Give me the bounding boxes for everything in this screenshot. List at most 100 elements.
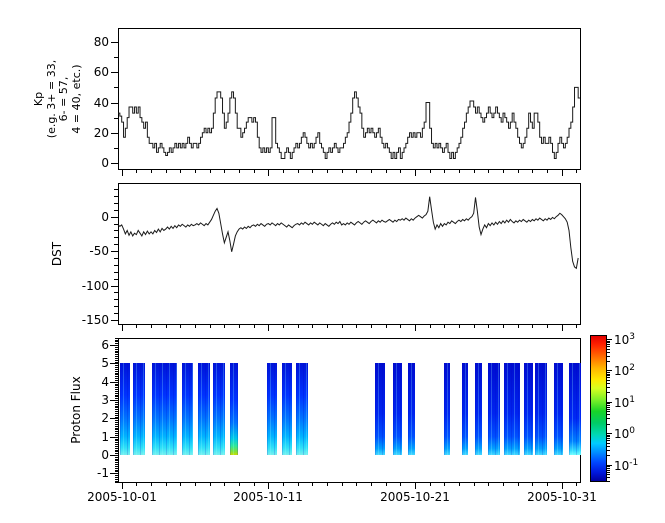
x-minor-tick [400, 170, 401, 173]
colorbar-minor-tick [607, 407, 610, 408]
proton-y-minor-tick [115, 459, 118, 460]
dst-y-minor-tick [114, 189, 118, 190]
proton-y-minor-tick [115, 448, 118, 449]
colorbar-minor-tick [607, 342, 610, 343]
proton-y-tick-label: 3 [101, 393, 109, 407]
x-minor-tick [224, 325, 225, 328]
proton-y-minor-tick [115, 433, 118, 434]
proton-y-minor-tick [115, 351, 118, 352]
proton-flux-bar [554, 363, 563, 455]
dst-y-major-tick [111, 217, 118, 218]
kp-y-major-tick [111, 103, 118, 104]
proton-y-minor-tick [115, 385, 118, 386]
proton-flux-bar [408, 363, 415, 455]
x-minor-tick [430, 325, 431, 328]
proton-y-major-tick [110, 345, 118, 346]
proton-y-minor-tick [115, 439, 118, 440]
proton-flux-bar [504, 363, 520, 455]
proton-flux-bar [488, 363, 500, 455]
x-minor-tick [180, 325, 181, 328]
x-minor-tick [503, 325, 504, 328]
proton-y-minor-tick [115, 413, 118, 414]
x-minor-tick [532, 325, 533, 328]
proton-flux-bar [282, 363, 292, 455]
x-major-tick [268, 483, 269, 489]
x-minor-tick [283, 483, 284, 486]
x-minor-tick [488, 170, 489, 173]
proton-y-minor-tick [115, 376, 118, 377]
dst-y-major-tick [111, 286, 118, 287]
x-major-tick [415, 170, 416, 176]
dst-panel [118, 183, 581, 325]
proton-y-minor-tick [115, 340, 118, 341]
proton-y-minor-tick [115, 426, 118, 427]
colorbar-minor-tick [607, 424, 610, 425]
x-minor-tick [342, 483, 343, 486]
proton-y-minor-tick [115, 481, 118, 482]
proton-y-minor-tick [115, 471, 118, 472]
proton-y-minor-tick [115, 468, 118, 469]
proton-y-minor-tick [115, 360, 118, 361]
x-minor-tick [488, 325, 489, 328]
colorbar-tick-label: 103 [614, 332, 636, 347]
x-minor-tick [327, 170, 328, 173]
proton-y-minor-tick [115, 428, 118, 429]
x-minor-tick [459, 325, 460, 328]
dst-y-minor-tick [114, 279, 118, 280]
dst-y-minor-tick [114, 292, 118, 293]
proton-y-major-tick [110, 382, 118, 383]
proton-y-tick-label: 6 [101, 338, 109, 352]
x-major-tick [122, 483, 123, 489]
proton-y-minor-tick [115, 482, 118, 483]
colorbar-minor-tick [607, 470, 610, 471]
x-minor-tick [312, 170, 313, 173]
kp-y-major-tick [111, 72, 118, 73]
colorbar-minor-tick [607, 436, 610, 437]
dst-y-minor-tick [114, 272, 118, 273]
x-minor-tick [444, 170, 445, 173]
proton-y-minor-tick [115, 477, 118, 478]
kp-y-minor-tick [114, 87, 118, 88]
proton-y-minor-tick [115, 479, 118, 480]
proton-y-minor-tick [115, 378, 118, 379]
proton-y-tick-label: 1 [101, 430, 109, 444]
dst-y-major-tick [111, 251, 118, 252]
dst-y-minor-tick [114, 203, 118, 204]
dst-y-minor-tick [114, 224, 118, 225]
proton-flux-bar [462, 363, 468, 455]
colorbar-minor-tick [607, 356, 610, 357]
proton-y-minor-tick [115, 343, 118, 344]
proton-y-minor-tick [115, 373, 118, 374]
proton-flux-bar [296, 363, 308, 455]
proton-y-major-tick [110, 455, 118, 456]
x-minor-tick [430, 170, 431, 173]
colorbar-major-tick [607, 339, 612, 340]
x-minor-tick [444, 483, 445, 486]
proton-y-minor-tick [115, 380, 118, 381]
proton-y-minor-tick [115, 424, 118, 425]
colorbar-minor-tick [607, 455, 610, 456]
colorbar-minor-tick [607, 466, 610, 467]
kp-y-tick-label: 60 [93, 65, 109, 79]
proton-y-minor-tick [115, 406, 118, 407]
x-minor-tick [576, 170, 577, 173]
proton-y-minor-tick [115, 457, 118, 458]
colorbar-tick-label: 100 [614, 426, 636, 441]
x-minor-tick [151, 483, 152, 486]
colorbar-major-tick [607, 370, 612, 371]
dst-y-minor-tick [114, 258, 118, 259]
proton-flux-bar [375, 363, 385, 455]
proton-y-minor-tick [115, 369, 118, 370]
proton-y-minor-tick [115, 446, 118, 447]
kp-y-minor-tick [114, 57, 118, 58]
proton-y-minor-tick [115, 462, 118, 463]
proton-y-minor-tick [115, 450, 118, 451]
x-minor-tick [180, 483, 181, 486]
colorbar-minor-tick [607, 409, 610, 410]
proton-y-minor-tick [115, 384, 118, 385]
colorbar-minor-tick [607, 418, 610, 419]
x-minor-tick [474, 170, 475, 173]
x-minor-tick [371, 483, 372, 486]
proton-y-tick-label: 2 [101, 411, 109, 425]
dst-y-minor-tick [114, 313, 118, 314]
